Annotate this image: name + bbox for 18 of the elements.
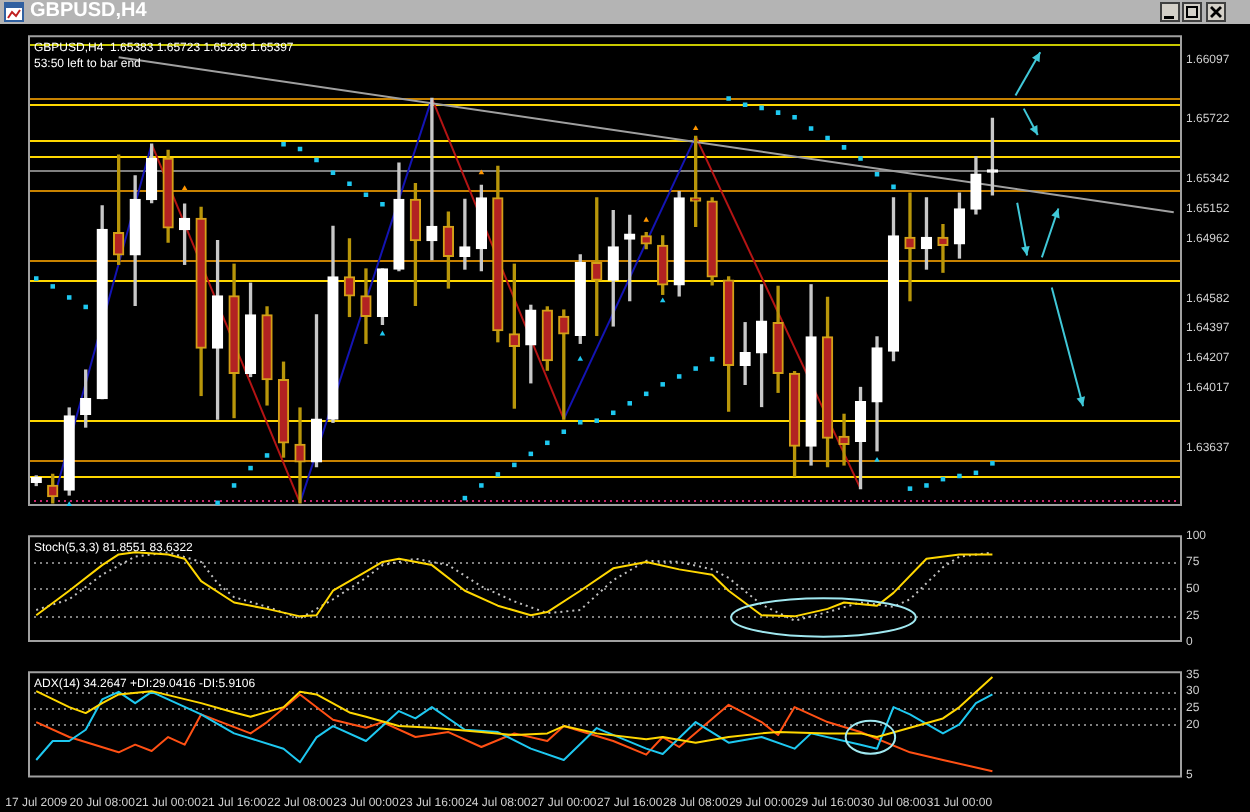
candlestick	[904, 192, 916, 302]
point	[181, 185, 188, 191]
point	[379, 330, 386, 336]
point	[643, 216, 649, 222]
point	[478, 169, 485, 175]
candlestick	[739, 322, 751, 386]
point	[610, 410, 616, 416]
candlestick	[937, 224, 949, 273]
chart-title: GBPUSD,H4	[30, 0, 147, 24]
point	[659, 297, 666, 303]
point	[692, 125, 699, 131]
candlestick	[294, 407, 306, 504]
candlestick	[459, 198, 471, 270]
candlestick	[838, 413, 850, 466]
candlestick	[426, 97, 438, 261]
point	[561, 429, 567, 435]
point	[874, 456, 880, 462]
point	[577, 355, 584, 361]
